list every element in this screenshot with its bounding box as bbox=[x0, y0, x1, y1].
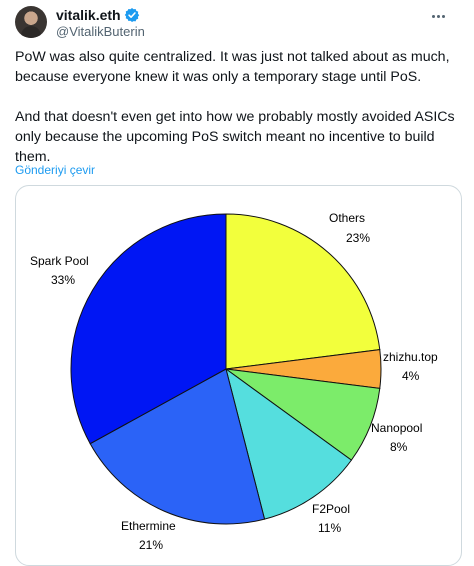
tweet-text: PoW was also quite centralized. It was j… bbox=[15, 47, 467, 167]
tweet-paragraph: And that doesn't even get into how we pr… bbox=[15, 109, 455, 165]
pie-slice-name-label: Others bbox=[329, 211, 365, 225]
pie-slice-percent-label: 8% bbox=[390, 440, 408, 454]
tweet-paragraph: PoW was also quite centralized. It was j… bbox=[15, 49, 450, 85]
pie-slice-others bbox=[225, 213, 381, 370]
author-name-row: vitalik.eth bbox=[56, 6, 140, 23]
pie-slice-percent-label: 11% bbox=[318, 521, 341, 535]
pie-slice-name-label: zhizhu.top bbox=[383, 350, 438, 364]
pie-slice-name-label: Ethermine bbox=[121, 519, 176, 533]
pie-slice-percent-label: 33% bbox=[51, 273, 75, 287]
pie-slice-name-label: Spark Pool bbox=[30, 254, 89, 268]
more-options-icon[interactable] bbox=[426, 6, 450, 26]
pie-slice-spark-pool bbox=[70, 213, 227, 445]
pie-chart: Others 23% zhizhu.top 4% Nanopool 8% F2Pool 11%… bbox=[30, 211, 438, 552]
author-display-name[interactable]: vitalik.eth bbox=[56, 6, 121, 23]
pie-slice-ethermine bbox=[89, 368, 266, 525]
pie-slice-percent-label: 4% bbox=[402, 369, 420, 383]
verified-badge-icon bbox=[124, 7, 139, 22]
pie-slice-percent-label: 21% bbox=[139, 538, 163, 552]
pie-slice-name-label: Nanopool bbox=[371, 421, 422, 435]
tweet-media-pie-chart[interactable]: Others 23% zhizhu.top 4% Nanopool 8% F2Pool 11%… bbox=[15, 185, 462, 566]
pie-slice-f2pool bbox=[225, 367, 353, 520]
pie-slice-percent-label: 23% bbox=[346, 231, 370, 245]
pie-slice-name-label: F2Pool bbox=[312, 502, 350, 516]
translate-post-link[interactable]: Gönderiyi çevir bbox=[15, 163, 96, 177]
avatar[interactable] bbox=[15, 6, 47, 38]
author-handle[interactable]: @VitalikButerin bbox=[56, 24, 145, 39]
